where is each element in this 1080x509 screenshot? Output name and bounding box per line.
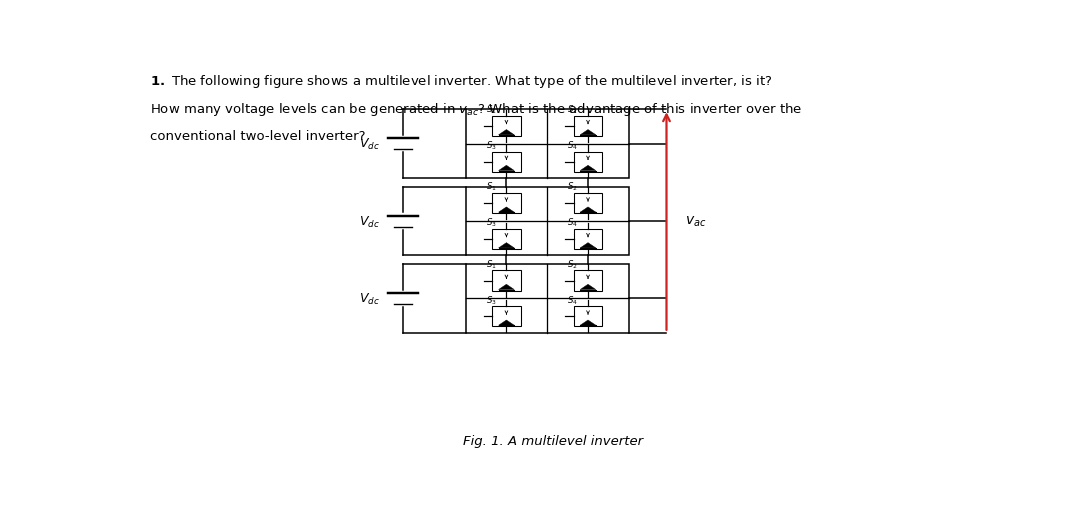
Polygon shape xyxy=(499,243,514,248)
Polygon shape xyxy=(499,320,514,326)
Bar xyxy=(573,194,603,214)
Text: $\mathbf{1.}$ The following figure shows a multilevel inverter. What type of the: $\mathbf{1.}$ The following figure shows… xyxy=(150,73,772,90)
Bar xyxy=(573,117,603,136)
Bar xyxy=(492,152,521,172)
Polygon shape xyxy=(580,130,596,135)
Text: $V_{dc}$: $V_{dc}$ xyxy=(359,291,379,306)
Text: How many voltage levels can be generated in $v_{ac}$? What is the advantage of t: How many voltage levels can be generated… xyxy=(150,101,802,118)
Bar xyxy=(465,110,629,179)
Bar xyxy=(573,152,603,172)
Text: conventional two-level inverter?: conventional two-level inverter? xyxy=(150,129,365,142)
Text: Fig. 1. A multilevel inverter: Fig. 1. A multilevel inverter xyxy=(463,434,644,447)
Bar xyxy=(492,230,521,249)
Text: $S_4$: $S_4$ xyxy=(567,294,578,306)
Bar xyxy=(492,271,521,291)
Polygon shape xyxy=(499,130,514,135)
Text: $S_2$: $S_2$ xyxy=(567,103,578,116)
Polygon shape xyxy=(580,320,596,326)
Text: $S_1$: $S_1$ xyxy=(486,258,497,270)
Polygon shape xyxy=(580,208,596,213)
Polygon shape xyxy=(499,166,514,171)
Bar xyxy=(492,194,521,214)
Text: $v_{ac}$: $v_{ac}$ xyxy=(685,214,706,229)
Bar xyxy=(492,117,521,136)
Polygon shape xyxy=(499,208,514,213)
Text: $V_{dc}$: $V_{dc}$ xyxy=(359,137,379,152)
Text: $S_3$: $S_3$ xyxy=(486,294,497,306)
Text: $S_2$: $S_2$ xyxy=(567,181,578,193)
Bar xyxy=(492,306,521,327)
Bar xyxy=(573,306,603,327)
Polygon shape xyxy=(580,285,596,290)
Text: $S_3$: $S_3$ xyxy=(486,216,497,229)
Text: $S_4$: $S_4$ xyxy=(567,216,578,229)
Text: $S_1$: $S_1$ xyxy=(486,103,497,116)
Text: $S_1$: $S_1$ xyxy=(486,181,497,193)
Text: $V_{dc}$: $V_{dc}$ xyxy=(359,214,379,229)
Bar xyxy=(573,271,603,291)
Text: $S_2$: $S_2$ xyxy=(567,258,578,270)
Bar xyxy=(573,230,603,249)
Bar xyxy=(465,265,629,333)
Text: $S_3$: $S_3$ xyxy=(486,139,497,152)
Text: $S_4$: $S_4$ xyxy=(567,139,578,152)
Polygon shape xyxy=(499,285,514,290)
Polygon shape xyxy=(580,166,596,171)
Polygon shape xyxy=(580,243,596,248)
Bar xyxy=(465,187,629,256)
